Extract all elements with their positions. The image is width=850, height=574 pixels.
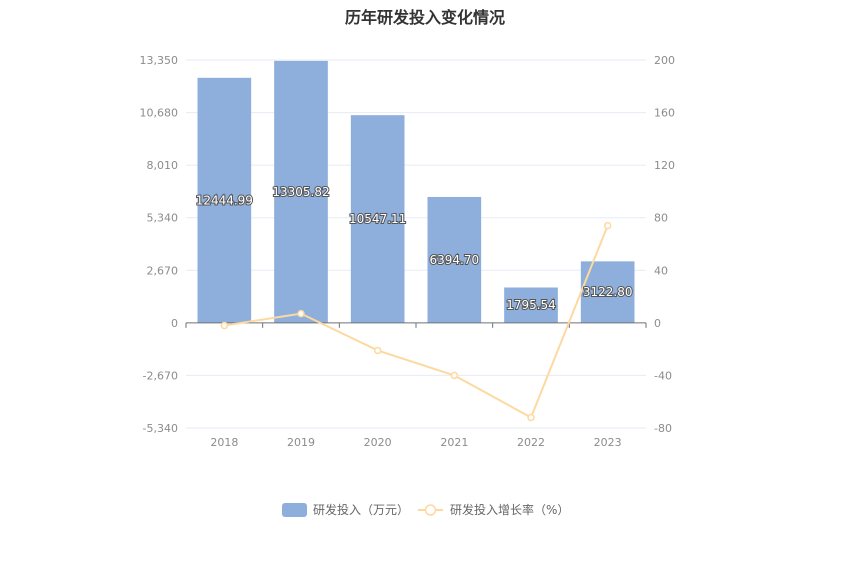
left-tick-label: 13,350 xyxy=(140,54,179,67)
line-point[interactable] xyxy=(450,371,459,380)
line-point[interactable] xyxy=(220,321,229,330)
chart-title: 历年研发投入变化情况 xyxy=(344,8,505,27)
legend-line-marker xyxy=(424,504,437,516)
bar-value-label: 13305.82 xyxy=(272,185,329,199)
left-tick-label: 0 xyxy=(171,317,178,330)
legend-line-label[interactable]: 研发投入增长率（%） xyxy=(450,502,569,517)
bar-value-label: 10547.11 xyxy=(349,212,406,226)
left-tick-label: 10,680 xyxy=(140,107,179,120)
left-tick-label: -5,340 xyxy=(143,422,178,435)
line-series xyxy=(220,221,612,422)
right-tick-label: -80 xyxy=(654,422,672,435)
left-tick-label: 2,670 xyxy=(147,264,179,277)
bar-value-label: 3122.80 xyxy=(583,285,633,299)
bar-value-labels: 12444.99 13305.82 10547.11 6394.70 1795.54 31… xyxy=(195,184,634,313)
x-tick-label: 2018 xyxy=(210,436,238,449)
right-tick-label: 80 xyxy=(654,212,668,225)
legend-bar-label[interactable]: 研发投入（万元） xyxy=(313,502,409,517)
x-axis: 2018 2019 2020 2021 2022 2023 xyxy=(185,322,647,449)
bar[interactable] xyxy=(197,77,252,323)
x-tick-label: 2021 xyxy=(440,436,468,449)
right-tick-label: 200 xyxy=(654,54,675,67)
bar-value-label: 1795.54 xyxy=(506,298,556,312)
right-tick-label: -40 xyxy=(654,369,672,382)
line-point[interactable] xyxy=(373,346,382,355)
left-tick-label: 8,010 xyxy=(147,159,179,172)
bar-value-label: 6394.70 xyxy=(430,253,480,267)
legend-bar-swatch xyxy=(282,503,307,517)
line-point[interactable] xyxy=(297,309,305,318)
bar[interactable] xyxy=(350,115,405,323)
growth-rate-line xyxy=(224,225,609,419)
bar-series xyxy=(197,60,635,323)
bar-value-label: 12444.99 xyxy=(196,193,253,207)
line-point[interactable] xyxy=(527,413,535,422)
line-point[interactable] xyxy=(603,221,612,230)
bar[interactable] xyxy=(274,60,328,323)
x-tick-label: 2020 xyxy=(364,436,392,449)
right-tick-label: 0 xyxy=(654,317,661,330)
bar[interactable] xyxy=(504,287,558,323)
right-tick-label: 160 xyxy=(654,107,675,120)
left-y-axis: 13,350 10,680 8,010 5,340 2,670 0 -2,670 -5,340 xyxy=(140,54,179,435)
left-tick-label: 5,340 xyxy=(147,212,179,225)
right-tick-label: 40 xyxy=(654,264,668,277)
left-tick-label: -2,670 xyxy=(143,369,178,382)
x-tick-label: 2022 xyxy=(517,436,545,449)
bar[interactable] xyxy=(427,196,482,323)
right-y-axis: 200 160 120 80 40 0 -40 -80 xyxy=(654,54,675,435)
right-tick-label: 120 xyxy=(654,159,675,172)
legend: 研发投入（万元） 研发投入增长率（%） xyxy=(282,502,569,517)
x-tick-label: 2023 xyxy=(594,436,622,449)
x-tick-label: 2019 xyxy=(287,436,315,449)
grid-lines xyxy=(186,59,646,429)
